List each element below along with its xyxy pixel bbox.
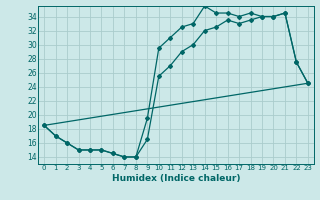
X-axis label: Humidex (Indice chaleur): Humidex (Indice chaleur) xyxy=(112,174,240,183)
